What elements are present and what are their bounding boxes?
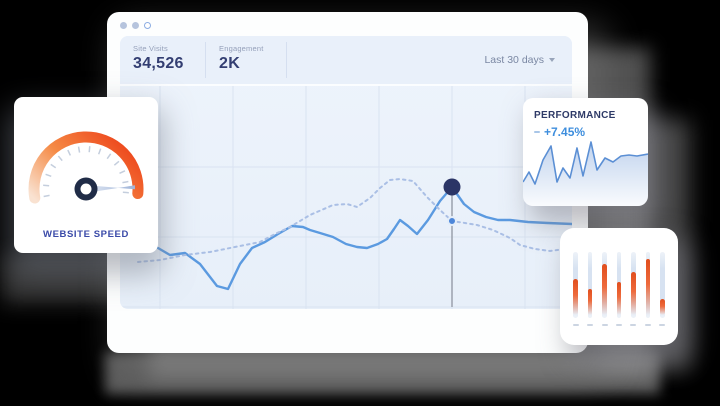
stat-value: 34,526	[133, 55, 184, 72]
divider	[205, 42, 206, 78]
performance-title: PERFORMANCE	[534, 110, 616, 121]
divider	[286, 42, 287, 78]
speed-card-label: WEBSITE SPEED	[43, 229, 129, 240]
activity-bars-card	[560, 228, 678, 345]
bar-track	[573, 252, 578, 318]
stat-site-visits: Site Visits 34,526	[120, 36, 205, 84]
date-range-label: Last 30 days	[484, 54, 544, 66]
bottom-shadow	[105, 352, 660, 394]
activity-bar-chart	[573, 252, 665, 318]
axis-tick	[644, 324, 651, 326]
bar-track	[616, 252, 622, 318]
stat-value: 2K	[219, 55, 241, 72]
bar-track	[587, 252, 593, 318]
window-titlebar	[120, 22, 151, 29]
bar-value	[573, 279, 578, 315]
window-dot-icon[interactable]	[132, 22, 139, 29]
stat-label: Site Visits	[133, 44, 168, 53]
bar-value	[587, 288, 593, 315]
window-dot-icon[interactable]	[120, 22, 127, 29]
stat-engagement: Engagement 2K	[206, 36, 286, 84]
website-speed-card: WEBSITE SPEED	[14, 97, 158, 253]
bar-track	[631, 252, 636, 318]
analytics-panel: Site Visits 34,526 Engagement 2K Last 30…	[120, 36, 572, 309]
bar-track	[645, 252, 651, 318]
axis-tick	[630, 324, 637, 326]
bar-value	[602, 263, 607, 315]
dashboard-window: Site Visits 34,526 Engagement 2K Last 30…	[107, 12, 588, 353]
performance-delta-row: +7.45%	[534, 125, 648, 139]
performance-card: PERFORMANCE +7.45%	[523, 98, 648, 206]
axis-tick	[601, 324, 608, 326]
bar-value	[616, 281, 622, 315]
chevron-down-icon	[549, 58, 555, 62]
bar-track	[602, 252, 607, 318]
axis-tick	[658, 324, 665, 326]
performance-sparkline	[523, 141, 648, 206]
bar-track	[660, 252, 665, 318]
stat-label: Engagement	[219, 44, 264, 53]
axis-tick	[615, 324, 622, 326]
stats-row: Site Visits 34,526 Engagement 2K Last 30…	[120, 36, 572, 86]
bar-value	[631, 271, 636, 315]
speedometer-gauge-icon	[28, 131, 144, 204]
bar-value	[645, 258, 651, 315]
window-dot-icon[interactable]	[144, 22, 151, 29]
date-range-selector[interactable]: Last 30 days	[484, 36, 572, 84]
performance-delta: +7.45%	[544, 125, 586, 139]
bar-axis-ticks	[573, 324, 665, 326]
bar-value	[660, 298, 665, 315]
traffic-line-chart[interactable]	[120, 86, 572, 309]
axis-tick	[573, 324, 579, 326]
delta-dash-icon	[534, 131, 540, 133]
axis-tick	[587, 324, 594, 326]
